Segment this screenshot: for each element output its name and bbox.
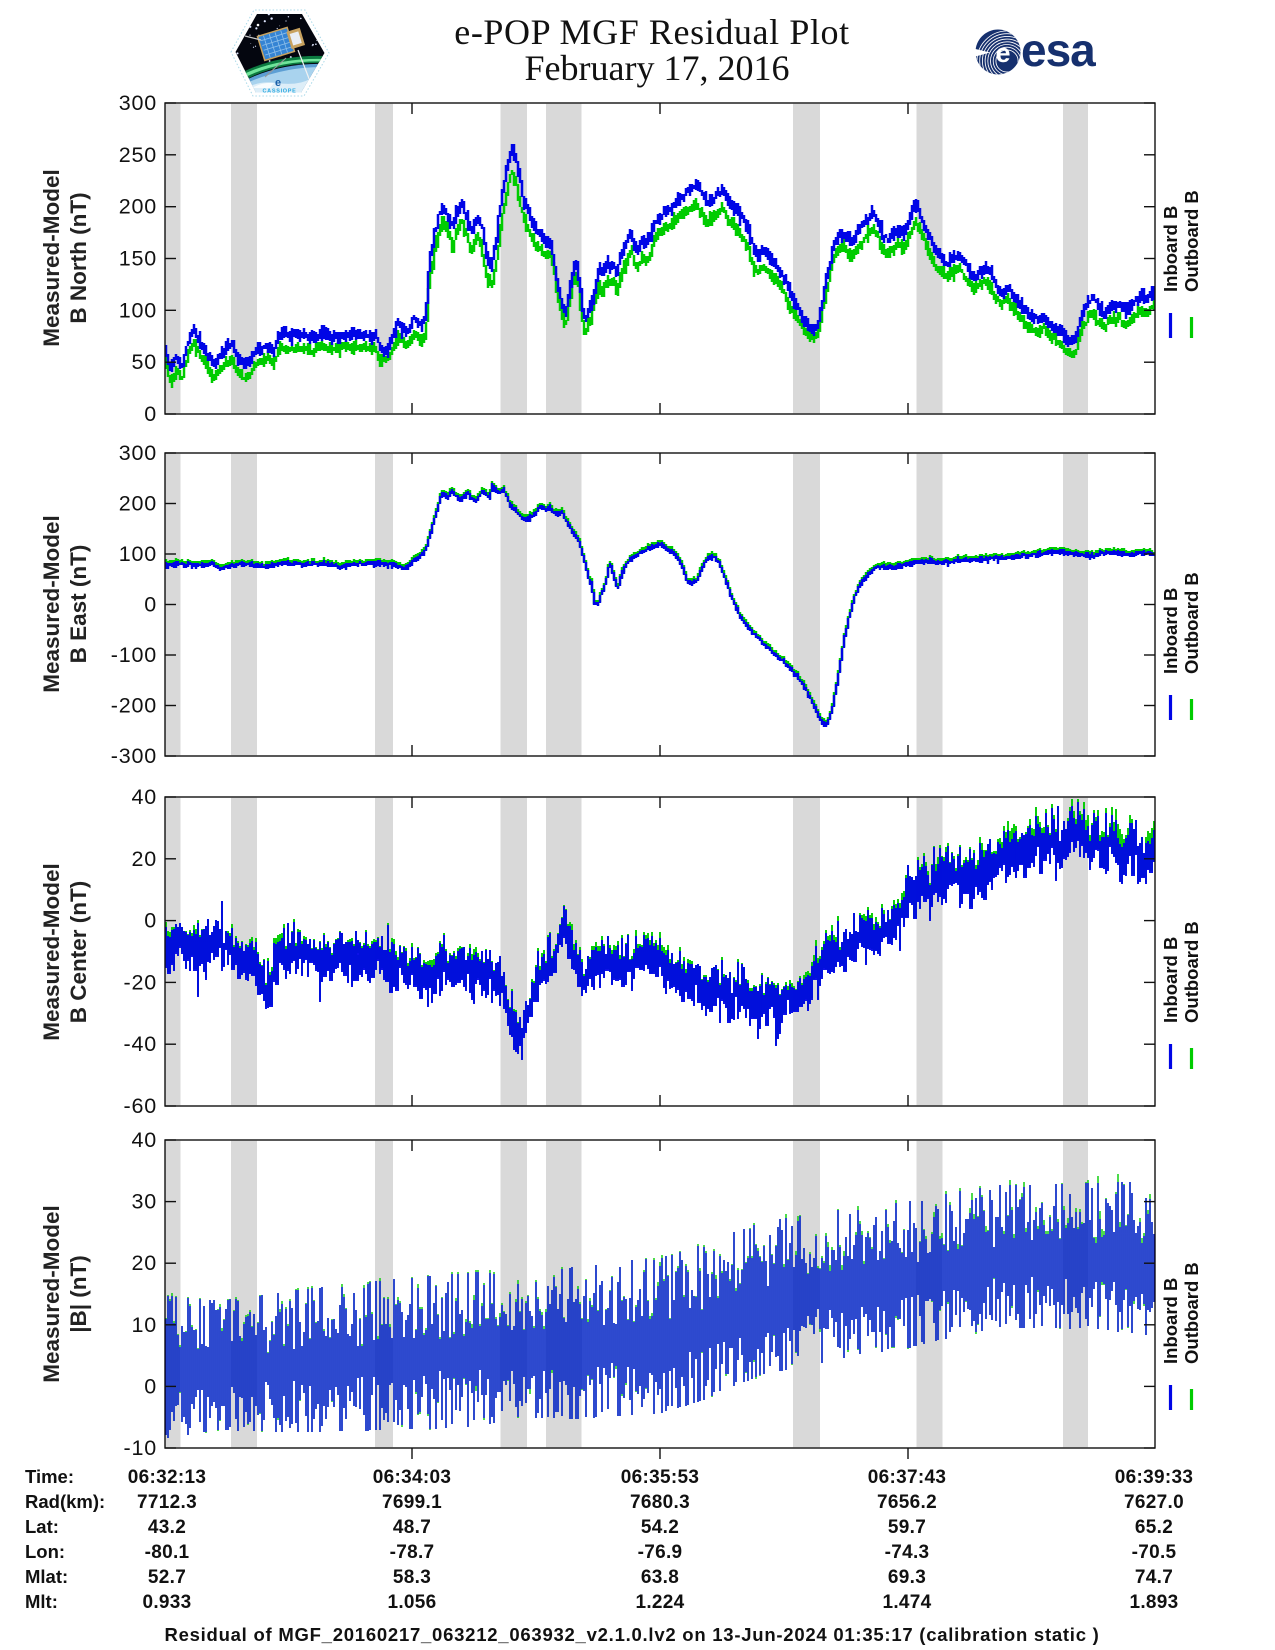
svg-text:B North (nT): B North (nT) — [66, 192, 91, 323]
svg-text:CASSIOPE: CASSIOPE — [262, 89, 296, 95]
svg-text:-40: -40 — [124, 1032, 157, 1056]
svg-text:Lon:: Lon: — [25, 1541, 65, 1562]
svg-text:Rad(km):: Rad(km): — [25, 1491, 105, 1512]
svg-text:-20: -20 — [124, 970, 157, 994]
svg-text:-200: -200 — [111, 694, 157, 718]
svg-text:-78.7: -78.7 — [390, 1542, 435, 1563]
svg-text:250: 250 — [119, 143, 157, 167]
svg-text:06:35:53: 06:35:53 — [621, 1467, 699, 1488]
svg-text:7680.3: 7680.3 — [630, 1492, 690, 1513]
svg-text:54.2: 54.2 — [641, 1517, 679, 1538]
svg-text:43.2: 43.2 — [148, 1517, 186, 1538]
svg-text:Residual of MGF_20160217_06321: Residual of MGF_20160217_063212_063932_v… — [164, 1624, 1099, 1645]
svg-text:Inboard B: Inboard B — [1160, 937, 1181, 1023]
svg-text:Inboard B: Inboard B — [1160, 588, 1181, 674]
svg-text:-300: -300 — [111, 744, 157, 768]
svg-text:10: 10 — [131, 1313, 157, 1337]
svg-text:0: 0 — [144, 593, 157, 617]
svg-text:59.7: 59.7 — [888, 1517, 926, 1538]
svg-text:20: 20 — [131, 1251, 157, 1275]
svg-text:B Center (nT): B Center (nT) — [66, 881, 91, 1024]
svg-text:150: 150 — [119, 247, 157, 271]
svg-text:58.3: 58.3 — [393, 1567, 431, 1588]
svg-text:Measured-Model: Measured-Model — [39, 515, 64, 693]
svg-text:|B| (nT): |B| (nT) — [66, 1255, 91, 1333]
svg-text:06:37:43: 06:37:43 — [868, 1467, 946, 1488]
svg-text:1.056: 1.056 — [387, 1592, 436, 1613]
svg-text:Inboard B: Inboard B — [1160, 1278, 1181, 1364]
svg-text:Outboard B: Outboard B — [1181, 921, 1202, 1023]
svg-text:Outboard B: Outboard B — [1181, 1262, 1202, 1364]
svg-text:-60: -60 — [124, 1094, 157, 1118]
svg-text:e-POP MGF Residual Plot: e-POP MGF Residual Plot — [454, 12, 850, 52]
svg-text:0: 0 — [144, 402, 157, 426]
svg-text:40: 40 — [131, 1128, 157, 1152]
svg-text:-10: -10 — [124, 1436, 157, 1460]
svg-text:06:32:13: 06:32:13 — [128, 1467, 206, 1488]
svg-text:0.933: 0.933 — [142, 1592, 191, 1613]
svg-text:63.8: 63.8 — [641, 1567, 679, 1588]
svg-text:1.474: 1.474 — [882, 1592, 931, 1613]
svg-text:1.893: 1.893 — [1129, 1592, 1178, 1613]
svg-text:esa: esa — [1021, 24, 1096, 76]
svg-text:-70.5: -70.5 — [1132, 1542, 1177, 1563]
svg-text:7712.3: 7712.3 — [137, 1492, 197, 1513]
svg-text:06:34:03: 06:34:03 — [373, 1467, 451, 1488]
svg-text:7627.0: 7627.0 — [1124, 1492, 1184, 1513]
svg-text:06:39:33: 06:39:33 — [1115, 1467, 1193, 1488]
svg-text:48.7: 48.7 — [393, 1517, 431, 1538]
svg-text:50: 50 — [131, 350, 157, 374]
svg-text:Measured-Model: Measured-Model — [39, 1205, 64, 1383]
svg-text:69.3: 69.3 — [888, 1567, 926, 1588]
svg-text:0: 0 — [144, 909, 157, 933]
svg-text:February 17, 2016: February 17, 2016 — [525, 48, 790, 88]
svg-text:-100: -100 — [111, 643, 157, 667]
svg-text:30: 30 — [131, 1190, 157, 1214]
svg-text:200: 200 — [119, 492, 157, 516]
svg-text:Measured-Model: Measured-Model — [39, 863, 64, 1041]
svg-text:Measured-Model: Measured-Model — [39, 169, 64, 347]
svg-text:Mlt:: Mlt: — [25, 1591, 58, 1612]
svg-text:40: 40 — [131, 785, 157, 809]
svg-text:-80.1: -80.1 — [145, 1542, 190, 1563]
svg-text:65.2: 65.2 — [1135, 1517, 1173, 1538]
svg-text:200: 200 — [119, 195, 157, 219]
svg-text:e: e — [275, 77, 281, 89]
svg-text:52.7: 52.7 — [148, 1567, 186, 1588]
svg-text:0: 0 — [144, 1374, 157, 1398]
svg-text:Outboard B: Outboard B — [1181, 190, 1202, 292]
svg-text:300: 300 — [119, 441, 157, 465]
svg-text:100: 100 — [119, 542, 157, 566]
svg-text:B East (nT): B East (nT) — [66, 545, 91, 664]
svg-text:7656.2: 7656.2 — [877, 1492, 937, 1513]
svg-text:300: 300 — [119, 91, 157, 115]
svg-text:Inboard B: Inboard B — [1160, 206, 1181, 292]
svg-text:100: 100 — [119, 298, 157, 322]
svg-text:-76.9: -76.9 — [638, 1542, 683, 1563]
svg-text:20: 20 — [131, 847, 157, 871]
svg-text:1.224: 1.224 — [635, 1592, 684, 1613]
svg-text:Mlat:: Mlat: — [25, 1566, 68, 1587]
svg-text:Time:: Time: — [25, 1466, 74, 1487]
svg-text:7699.1: 7699.1 — [382, 1492, 442, 1513]
svg-text:e: e — [995, 38, 1010, 68]
svg-text:Outboard B: Outboard B — [1181, 572, 1202, 674]
svg-text:-74.3: -74.3 — [885, 1542, 930, 1563]
svg-text:74.7: 74.7 — [1135, 1567, 1173, 1588]
svg-text:Lat:: Lat: — [25, 1516, 59, 1537]
